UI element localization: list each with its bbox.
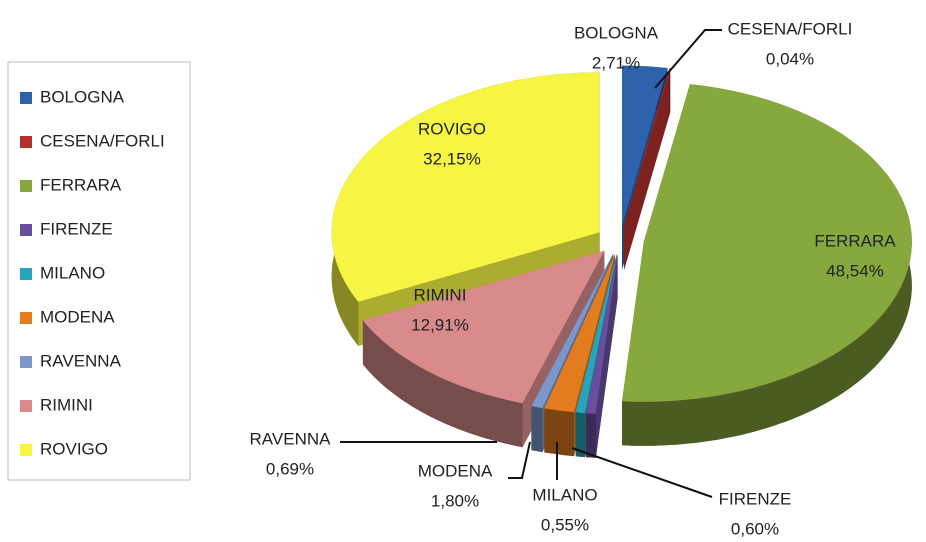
- slice: [622, 65, 668, 226]
- labels: BOLOGNA 2,71% CESENA/FORLI 0,04% FERRARA 48,5…: [250, 19, 897, 538]
- slice-value-label: 2,71%: [592, 53, 640, 72]
- legend-label: RIMINI: [40, 395, 93, 414]
- slice: [624, 68, 671, 226]
- slice-label: MODENA: [418, 461, 493, 480]
- slice-side: [544, 408, 574, 457]
- legend-label: RAVENNA: [40, 351, 122, 370]
- legend-label: BOLOGNA: [40, 87, 125, 106]
- slice: [575, 254, 617, 414]
- legend-swatch: [20, 180, 32, 192]
- legend-swatch: [20, 400, 32, 412]
- slice-value-label: 1,80%: [431, 491, 479, 510]
- slice-value-label: 0,69%: [266, 459, 314, 478]
- leader-line: [508, 441, 531, 479]
- slice-label: BOLOGNA: [574, 23, 659, 42]
- leader-line: [571, 447, 713, 498]
- slice-value-label: 0,60%: [731, 519, 779, 537]
- slice: [585, 254, 618, 414]
- slice: [362, 250, 605, 404]
- slice-side: [585, 413, 596, 458]
- legend-swatch: [20, 312, 32, 324]
- slice-label: FIRENZE: [719, 489, 792, 508]
- legend-swatch: [20, 224, 32, 236]
- leader-line: [654, 29, 722, 89]
- slice-value-label: 0,04%: [766, 49, 814, 68]
- slice-value-label: 0,55%: [541, 515, 589, 534]
- pie: [331, 65, 912, 458]
- slice: [622, 84, 912, 402]
- slice-value-label: 32,15%: [423, 149, 481, 168]
- legend-label: MODENA: [40, 307, 115, 326]
- legend-swatch: [20, 356, 32, 368]
- legend-swatch: [20, 268, 32, 280]
- slice: [531, 253, 614, 409]
- slice: [544, 254, 615, 413]
- slice-label: FERRARA: [814, 231, 896, 250]
- slice-side: [669, 68, 671, 113]
- slice-value-label: 48,54%: [826, 261, 884, 280]
- legend: BOLOGNA CESENA/FORLI FERRARA FIRENZE MILANO M…: [20, 87, 165, 458]
- slice-wall: [624, 68, 671, 270]
- legend-swatch: [20, 136, 32, 148]
- legend-label: ROVIGO: [40, 439, 108, 458]
- legend-swatch: [20, 92, 32, 104]
- legend-box: [7, 61, 191, 481]
- legend-label: CESENA/FORLI: [40, 131, 165, 150]
- slice-label: RIMINI: [414, 285, 467, 304]
- slice-label: MILANO: [532, 485, 597, 504]
- slice-side: [362, 320, 523, 448]
- slice-label: ROVIGO: [418, 119, 486, 138]
- slice-side: [531, 406, 543, 453]
- legend-swatch: [20, 444, 32, 456]
- legend-label: FIRENZE: [40, 219, 113, 238]
- slice-side: [575, 412, 585, 458]
- slice-value-label: 12,91%: [411, 315, 469, 334]
- slice: [331, 72, 600, 302]
- legend-label: FERRARA: [40, 175, 122, 194]
- legend-label: MILANO: [40, 263, 105, 282]
- slice-label: RAVENNA: [250, 429, 332, 448]
- slice-label: CESENA/FORLI: [728, 19, 853, 38]
